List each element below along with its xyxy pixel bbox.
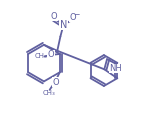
Text: O: O <box>48 50 54 59</box>
Text: NH: NH <box>109 64 122 73</box>
Text: O: O <box>53 78 59 87</box>
Text: −: − <box>73 10 80 19</box>
Text: CH₃: CH₃ <box>35 54 47 60</box>
Text: CH₃: CH₃ <box>43 90 55 96</box>
Text: O: O <box>70 13 76 22</box>
Text: N: N <box>60 20 67 30</box>
Text: O: O <box>51 12 58 21</box>
